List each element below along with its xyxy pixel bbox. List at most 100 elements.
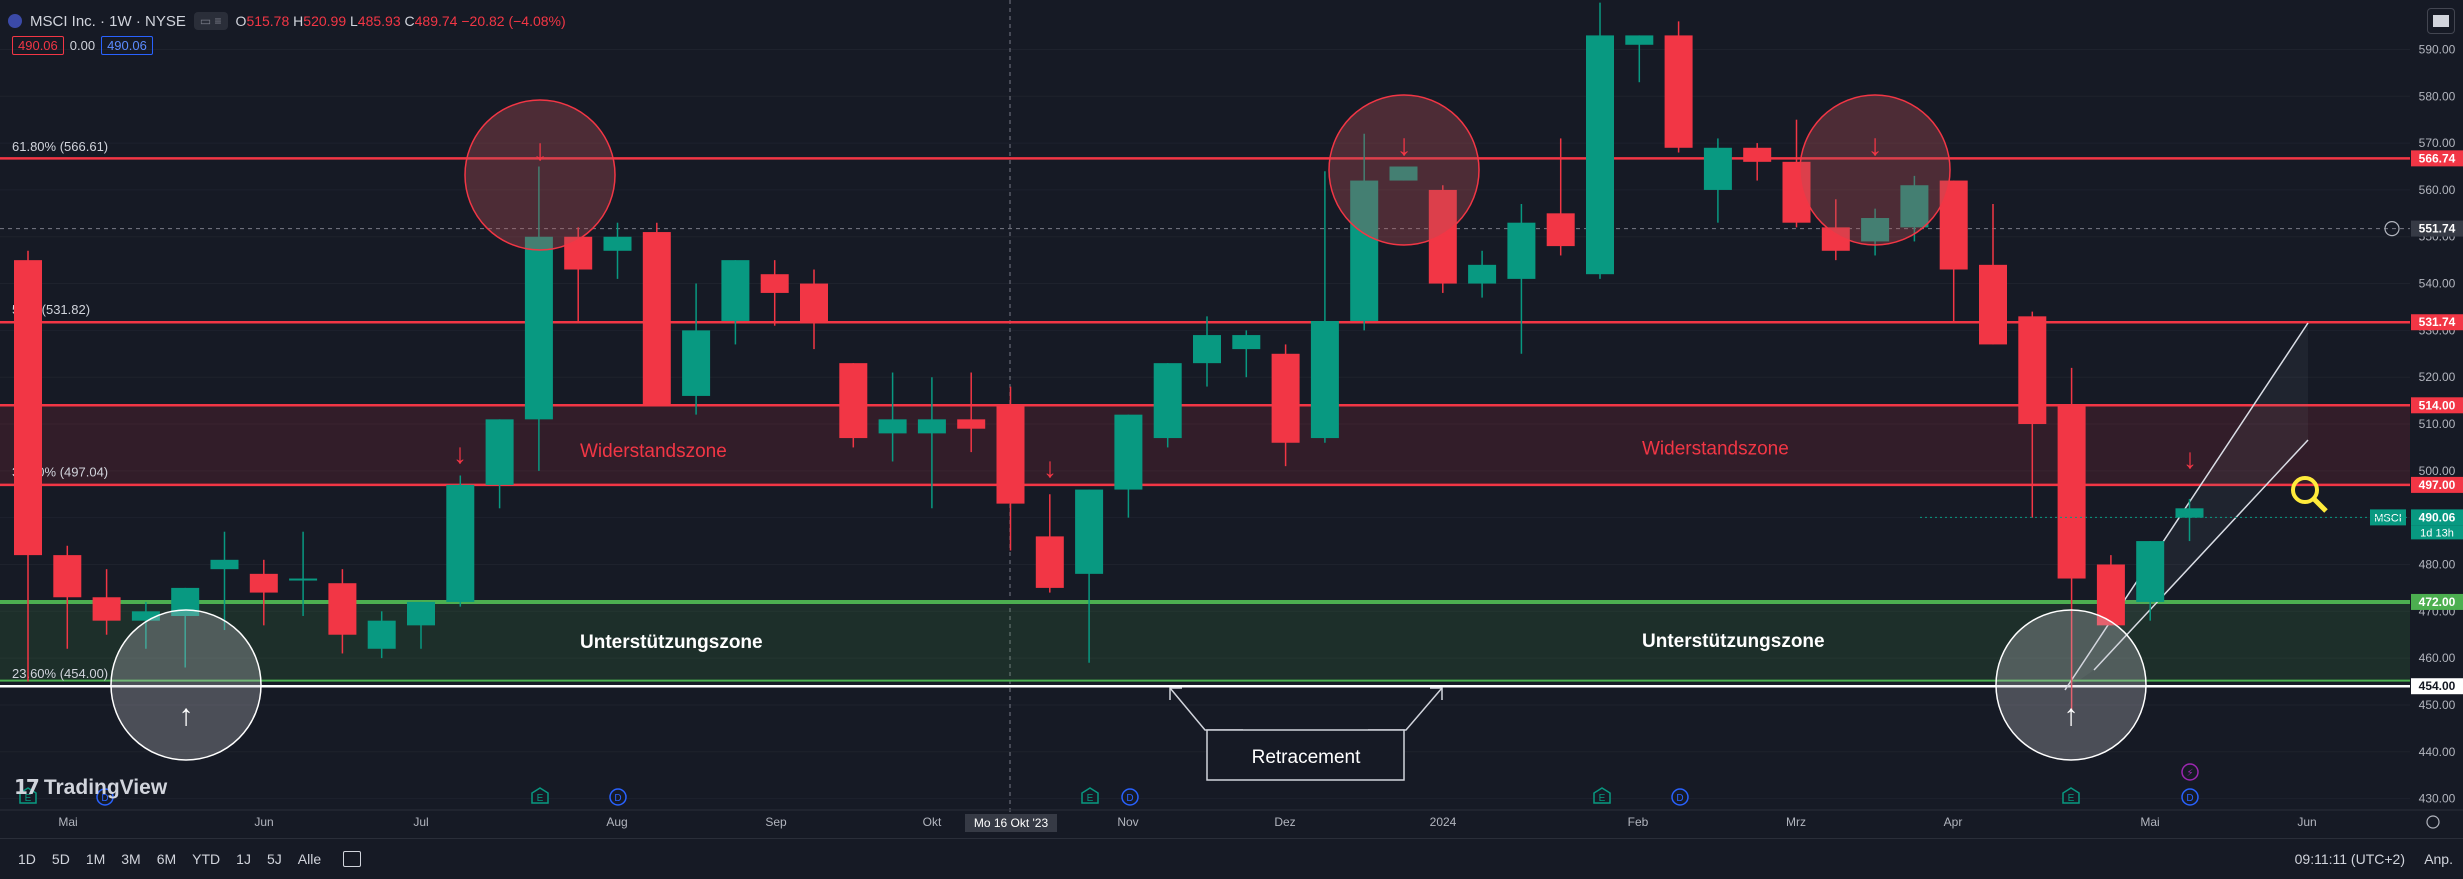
candle bbox=[14, 250, 42, 682]
price-label-bg bbox=[2411, 509, 2463, 526]
price-label-bg bbox=[2411, 314, 2463, 331]
range-5d[interactable]: 5D bbox=[51, 851, 70, 867]
candle bbox=[1782, 119, 1811, 228]
candle bbox=[1861, 208, 1890, 256]
range-5y[interactable]: 5J bbox=[266, 851, 282, 867]
candle bbox=[721, 260, 750, 345]
arrow-up-icon: ↑ bbox=[2064, 699, 2079, 732]
price-label-bg bbox=[2411, 678, 2463, 695]
price-label: 531.74 bbox=[2411, 314, 2463, 331]
price-tick: 560.00 bbox=[2419, 183, 2456, 197]
candle-body bbox=[957, 419, 986, 429]
symbol-title[interactable]: MSCI Inc. · 1W · NYSE bbox=[30, 12, 186, 30]
candle-body bbox=[1193, 335, 1221, 364]
sell-button[interactable]: 490.06 bbox=[12, 36, 64, 55]
event-badge-bg bbox=[1671, 788, 1689, 806]
candle-body bbox=[407, 601, 435, 626]
candle-body bbox=[1703, 147, 1732, 190]
time-tick: Aug bbox=[606, 815, 627, 829]
candle bbox=[603, 222, 632, 279]
earnings-icon: E bbox=[19, 787, 37, 804]
price-tick: 570.00 bbox=[2419, 136, 2456, 150]
candle bbox=[1546, 138, 1575, 256]
event-badge-bg bbox=[1593, 787, 1611, 804]
candle-body bbox=[839, 363, 868, 439]
support-touch: ↑ bbox=[110, 609, 262, 761]
candle bbox=[1271, 344, 1300, 467]
crosshair-time-bg bbox=[965, 814, 1057, 832]
candle bbox=[642, 222, 671, 406]
price-tick: 450.00 bbox=[2419, 698, 2456, 712]
split-icon-glyph: ⚡ bbox=[2186, 768, 2193, 779]
fullscreen-icon[interactable] bbox=[2427, 8, 2455, 34]
magnifier-handle bbox=[2312, 497, 2328, 513]
price-tick: 580.00 bbox=[2419, 89, 2456, 103]
indicator-toggle[interactable]: ▭ ≡ bbox=[193, 12, 228, 30]
time-tick: Jun bbox=[254, 815, 273, 829]
price-label-text: 497.00 bbox=[2419, 478, 2456, 492]
candle bbox=[878, 372, 907, 462]
candle bbox=[1389, 166, 1418, 181]
price-tick: 500.00 bbox=[2419, 464, 2456, 478]
range-1d[interactable]: 1D bbox=[18, 851, 36, 867]
range-ytd[interactable]: YTD bbox=[192, 851, 221, 867]
candles bbox=[14, 2, 2204, 710]
price-tick: 430.00 bbox=[2419, 792, 2456, 806]
earnings-icon: E bbox=[1081, 787, 1099, 804]
adjust-button[interactable]: Anp. bbox=[2424, 851, 2453, 867]
candle-body bbox=[1035, 536, 1064, 588]
arrow-down-icon: ↓ bbox=[453, 438, 467, 469]
candle-body bbox=[721, 260, 750, 322]
candle bbox=[1821, 199, 1850, 261]
candle-body bbox=[1861, 218, 1890, 242]
range-6m[interactable]: 6M bbox=[156, 851, 177, 867]
candle bbox=[1193, 316, 1221, 387]
price-tick: 440.00 bbox=[2419, 745, 2456, 759]
candle-body bbox=[2018, 316, 2047, 425]
candle-body bbox=[1075, 489, 1104, 574]
candle bbox=[249, 559, 278, 626]
resistance-zone-label: Widerstandszone bbox=[1642, 438, 1789, 459]
candle-body bbox=[760, 274, 789, 293]
price-chart[interactable]: 61.80% (566.61)50% (531.82)38.20% (497.0… bbox=[0, 0, 2463, 838]
candle-body bbox=[289, 578, 318, 581]
range-3m[interactable]: 3M bbox=[121, 851, 141, 867]
calendar-icon[interactable] bbox=[343, 851, 362, 867]
candle-body bbox=[996, 405, 1025, 504]
candle bbox=[131, 601, 160, 649]
candle-body bbox=[131, 611, 160, 621]
candle bbox=[564, 227, 593, 322]
range-1m[interactable]: 1M bbox=[85, 851, 106, 867]
candle bbox=[1625, 35, 1654, 83]
annotation-circle bbox=[1995, 609, 2147, 761]
candle bbox=[407, 601, 435, 649]
add-alert-icon bbox=[2384, 220, 2400, 237]
candle-body bbox=[1743, 147, 1772, 162]
event-badge-letter: E bbox=[1087, 793, 1094, 804]
tradingview-mark-icon: 𝟭𝟳 bbox=[14, 777, 40, 799]
candle-body bbox=[1979, 264, 2007, 345]
arrow-up-icon: ↑ bbox=[179, 699, 194, 732]
bottom-toolbar: 1D 5D 1M 3M 6M YTD 1J 5J Alle 09:11:11 (… bbox=[0, 838, 2463, 879]
candle bbox=[2136, 541, 2165, 621]
buy-button[interactable]: 490.06 bbox=[101, 36, 153, 55]
candle bbox=[1507, 203, 1536, 354]
earnings-icon: E bbox=[2062, 787, 2080, 804]
trend-channel[interactable] bbox=[2064, 322, 2309, 691]
candle bbox=[957, 372, 986, 453]
clock-readout[interactable]: 09:11:11 (UTC+2) bbox=[2294, 851, 2405, 867]
candle bbox=[1979, 203, 2007, 345]
range-1y[interactable]: 1J bbox=[236, 851, 251, 867]
candle-body bbox=[1389, 166, 1418, 181]
candle bbox=[760, 260, 789, 326]
range-all[interactable]: Alle bbox=[297, 851, 322, 867]
price-tick: 590.00 bbox=[2419, 42, 2456, 56]
resistance-touch: ↓ bbox=[1328, 94, 1480, 246]
annotation-circle bbox=[1328, 94, 1480, 246]
countdown-bg bbox=[2411, 525, 2463, 540]
event-badge-letter: D bbox=[2186, 793, 2193, 804]
annotation-circle bbox=[110, 609, 262, 761]
candle bbox=[1664, 21, 1693, 153]
annotation-circles: ↓ ↓ ↓ ↑ ↑ ↓ ↓ ↓ bbox=[110, 94, 2328, 761]
crosshair-time: Mo 16 Okt '23 bbox=[974, 816, 1049, 830]
